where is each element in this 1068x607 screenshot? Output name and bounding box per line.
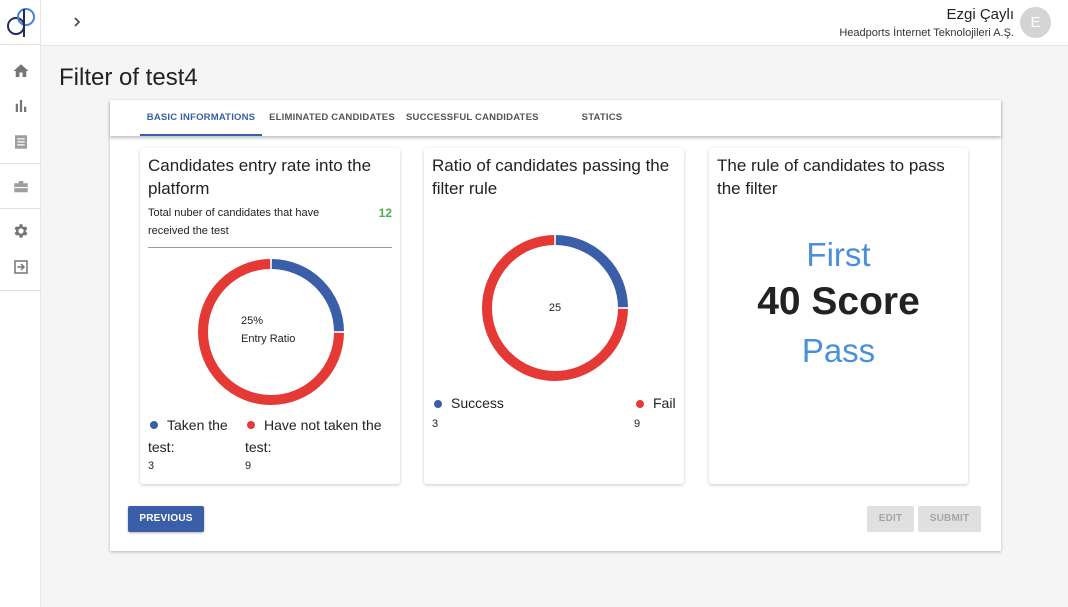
tab-eliminated-candidates[interactable]: ELIMINATED CANDIDATES [269,112,395,123]
bar-chart-icon [15,100,27,112]
expand-sidebar-button[interactable] [69,12,87,32]
sidebar-divider [0,290,41,291]
donut-slice-success [555,235,628,308]
legend-dot-taken [150,421,158,429]
rule-first-text: First [806,236,871,273]
sidebar-item-statistics[interactable] [12,97,30,115]
user-name: Ezgi Çaylı [946,6,1014,23]
legend-value-fail: 9 [634,418,641,430]
pass-ratio-donut-chart [479,232,631,384]
submit-button[interactable]: SUBMIT [918,506,981,532]
legend-value-not-taken: 9 [245,460,252,472]
legend-dot-fail [636,400,644,408]
active-tab-indicator [140,134,262,136]
page-title: Filter of test4 [59,64,198,91]
app-logo-icon[interactable] [4,3,40,43]
legend-label-not-taken: Have not taken the test: [245,417,382,455]
filter-panel: BASIC INFORMATIONS ELIMINATED CANDIDATES… [110,100,1001,551]
tab-successful-candidates[interactable]: SUCCESSFUL CANDIDATES [406,112,539,123]
document-icon [15,135,27,149]
entry-ratio-percent: 25% [241,315,264,327]
sidebar-divider [0,44,41,45]
legend-dot-not-taken [247,421,255,429]
previous-button[interactable]: PREVIOUS [128,506,204,532]
entry-ratio-donut-chart [195,256,347,408]
pass-rule-card: The rule of candidates to pass the filte… [709,148,968,484]
tab-basic-informations[interactable]: BASIC INFORMATIONS [146,112,256,123]
entry-ratio-label: Entry Ratio [241,333,296,345]
sidebar-item-logout[interactable] [12,258,30,276]
legend-dot-success [434,400,442,408]
sidebar-item-jobs[interactable] [12,178,30,196]
tab-statics[interactable]: STATICS [581,112,623,123]
legend-value-taken: 3 [148,460,155,472]
legend-label-success: Success [451,395,504,411]
rule-score-text: 40 Score [757,280,920,323]
chevron-right-icon [74,17,81,27]
legend-value-success: 3 [432,418,439,430]
home-icon [13,64,29,77]
entry-rate-title: Candidates entry rate into the platform [148,156,372,198]
edit-button[interactable]: EDIT [867,506,914,532]
sidebar-divider [0,208,41,209]
logout-icon [14,260,28,274]
donut-slice-fail [482,235,628,381]
sidebar-item-documents[interactable] [12,133,30,151]
pass-ratio-title: Ratio of candidates passing the filter r… [432,156,670,198]
sidebar [0,0,41,607]
user-company: Headports İnternet Teknolojileri A.Ş. [839,27,1014,39]
pass-ratio-card: Ratio of candidates passing the filter r… [424,148,684,484]
gear-icon [14,224,28,238]
sidebar-item-settings[interactable] [12,222,30,240]
briefcase-icon [14,181,28,193]
legend-label-fail: Fail [653,395,676,411]
donut-slice-taken [271,259,344,332]
card-divider [148,247,392,248]
entry-rate-card: Candidates entry rate into the platform … [140,148,400,484]
sidebar-divider [0,163,41,164]
sidebar-item-home[interactable] [12,62,30,80]
total-candidates-label: Total nuber of candidates that have rece… [148,207,320,237]
donut-slice-not-taken [198,259,344,405]
pass-rule-title: The rule of candidates to pass the filte… [717,156,945,198]
tab-bar: BASIC INFORMATIONS ELIMINATED CANDIDATES… [110,100,1001,136]
avatar[interactable]: E [1020,7,1051,38]
rule-pass-text: Pass [801,332,876,369]
top-bar: Ezgi Çaylı Headports İnternet Teknolojil… [41,0,1068,46]
pass-ratio-center-value: 25 [548,302,562,314]
legend-label-taken: Taken the test: [148,417,228,455]
total-candidates-count: 12 [378,206,392,220]
